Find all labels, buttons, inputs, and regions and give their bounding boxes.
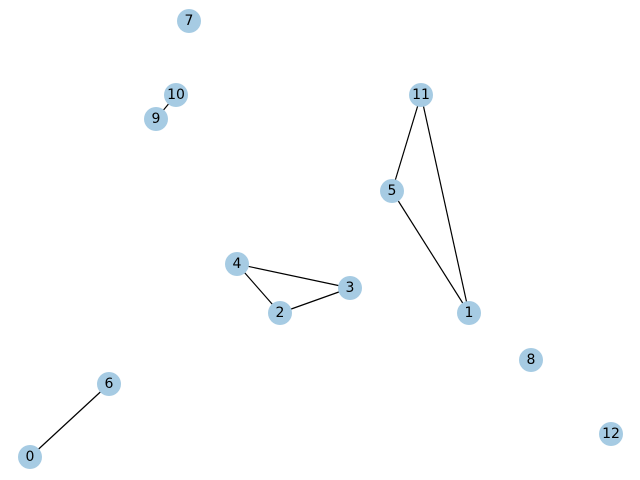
node-circle — [225, 252, 249, 276]
edge-4-3 — [236, 263, 351, 289]
node-3: 3 — [338, 276, 362, 300]
node-label: 12 — [602, 426, 620, 442]
edge-0-6 — [29, 383, 110, 458]
node-label: 9 — [152, 111, 161, 127]
node-label: 0 — [26, 449, 35, 465]
node-label: 3 — [346, 280, 355, 296]
node-2: 2 — [268, 301, 292, 325]
node-circle — [380, 179, 404, 203]
node-6: 6 — [97, 372, 121, 396]
node-label: 2 — [276, 305, 285, 321]
node-4: 4 — [225, 252, 249, 276]
node-1: 1 — [457, 301, 481, 325]
node-circle — [599, 422, 623, 446]
node-circle — [18, 445, 42, 469]
node-label: 7 — [185, 13, 194, 29]
node-label: 6 — [105, 376, 114, 392]
node-7: 7 — [177, 9, 201, 33]
node-circle — [177, 9, 201, 33]
node-label: 8 — [527, 352, 536, 368]
node-circle — [268, 301, 292, 325]
node-label: 4 — [233, 256, 242, 272]
node-circle — [519, 348, 543, 372]
node-circle — [97, 372, 121, 396]
node-circle — [338, 276, 362, 300]
node-label: 11 — [412, 87, 430, 103]
node-12: 12 — [599, 422, 623, 446]
node-circle — [164, 83, 188, 107]
node-5: 5 — [380, 179, 404, 203]
node-10: 10 — [164, 83, 188, 107]
node-11: 11 — [409, 83, 433, 107]
edge-2-3 — [279, 287, 351, 314]
node-0: 0 — [18, 445, 42, 469]
node-circle — [409, 83, 433, 107]
node-circle — [144, 107, 168, 131]
edge-11-1 — [420, 94, 470, 314]
node-circle — [457, 301, 481, 325]
node-9: 9 — [144, 107, 168, 131]
node-label: 1 — [465, 305, 474, 321]
node-8: 8 — [519, 348, 543, 372]
node-label: 5 — [388, 183, 397, 199]
edge-5-1 — [391, 190, 470, 314]
edge-11-5 — [391, 94, 422, 192]
node-label: 10 — [167, 87, 185, 103]
edges-layer — [29, 94, 470, 458]
